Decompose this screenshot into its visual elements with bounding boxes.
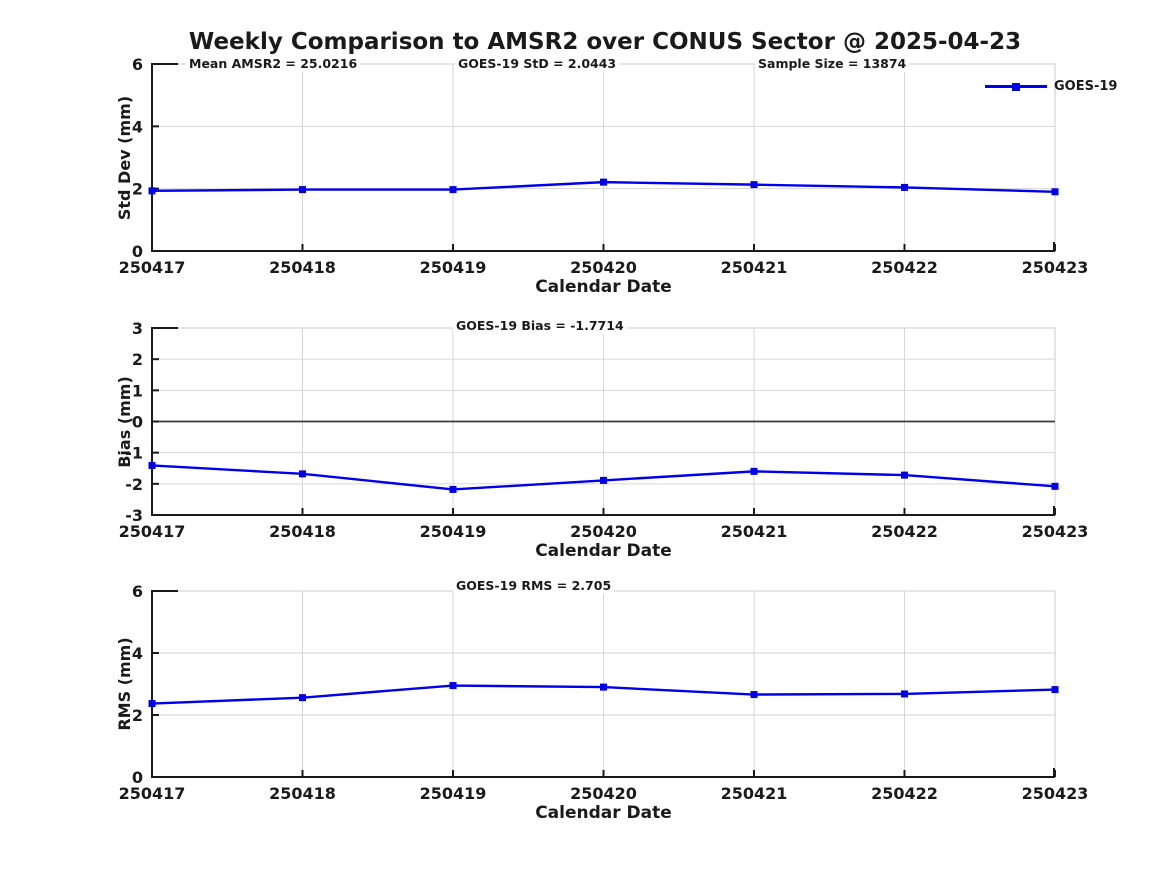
data-point-marker [299, 470, 306, 478]
data-point-marker [449, 186, 457, 194]
legend-line-sample [985, 82, 1047, 91]
y-tick-label: 0 [132, 242, 143, 261]
ylabel-bias: Bias (mm) [115, 376, 134, 468]
ylabel-std-dev: Std Dev (mm) [115, 95, 134, 221]
data-point-marker [148, 187, 156, 195]
x-tick-label: 250422 [871, 522, 938, 541]
x-tick-label: 250419 [420, 522, 487, 541]
x-tick-label: 250422 [871, 258, 938, 277]
x-tick-label: 250419 [420, 258, 487, 277]
data-point-marker [449, 485, 457, 493]
data-point-marker [148, 461, 156, 469]
y-tick-label: 2 [132, 706, 143, 725]
y-tick-label: 6 [132, 55, 143, 74]
y-tick-label: 0 [132, 413, 143, 432]
data-point-marker [449, 682, 457, 690]
y-tick-label: -3 [125, 506, 143, 525]
y-tick-label: 2 [132, 180, 143, 199]
x-tick-label: 250423 [1022, 784, 1089, 803]
x-tick-label: 250419 [420, 784, 487, 803]
data-point-marker [299, 186, 306, 194]
y-tick-label: 4 [132, 644, 143, 663]
x-tick-label: 250423 [1022, 522, 1089, 541]
data-point-marker [600, 683, 607, 691]
data-point-marker [1051, 188, 1059, 196]
y-tick-label: 2 [132, 350, 143, 369]
annotation-goes19-rms: GOES-19 RMS = 2.705 [453, 578, 615, 594]
legend-series-label: GOES-19 [1054, 79, 1118, 94]
y-tick-label: 1 [132, 381, 143, 400]
data-point-marker [299, 694, 306, 702]
data-point-marker [901, 471, 908, 479]
x-tick-label: 250421 [721, 258, 788, 277]
data-point-marker [750, 467, 758, 475]
data-point-marker [750, 181, 758, 189]
y-tick-label: -2 [125, 475, 143, 494]
legend-square-marker-icon [1012, 82, 1020, 91]
xlabel-panel1: Calendar Date [535, 277, 672, 297]
data-point-marker [600, 476, 607, 484]
y-tick-label: 0 [132, 768, 143, 787]
x-tick-label: 250418 [269, 522, 336, 541]
data-point-marker [600, 178, 607, 186]
x-tick-label: 250417 [119, 522, 186, 541]
legend: GOES-19 [985, 79, 1117, 94]
ylabel-rms: RMS (mm) [115, 637, 134, 731]
y-tick-label: 4 [132, 117, 143, 136]
x-tick-label: 250422 [871, 784, 938, 803]
annotation-mean-amsr2: Mean AMSR2 = 25.0216 [186, 56, 361, 72]
data-point-marker [1051, 482, 1059, 490]
data-point-marker [901, 183, 908, 191]
annotation-goes19-std: GOES-19 StD = 2.0443 [455, 56, 620, 72]
x-tick-label: 250420 [570, 522, 637, 541]
x-tick-label: 250418 [269, 784, 336, 803]
annotation-goes19-bias: GOES-19 Bias = -1.7714 [453, 318, 627, 334]
x-tick-label: 250417 [119, 784, 186, 803]
data-point-marker [901, 690, 908, 698]
x-tick-label: 250418 [269, 258, 336, 277]
x-tick-label: 250423 [1022, 258, 1089, 277]
y-tick-label: 3 [132, 319, 143, 338]
xlabel-panel2: Calendar Date [535, 541, 672, 561]
data-point-marker [1051, 686, 1059, 694]
y-tick-label: 6 [132, 582, 143, 601]
figure-title: Weekly Comparison to AMSR2 over CONUS Se… [188, 29, 1022, 55]
x-tick-label: 250417 [119, 258, 186, 277]
x-tick-label: 250420 [570, 258, 637, 277]
x-tick-label: 250420 [570, 784, 637, 803]
xlabel-panel3: Calendar Date [535, 803, 672, 823]
data-point-marker [750, 691, 758, 699]
x-tick-label: 250421 [721, 784, 788, 803]
annotation-sample-size: Sample Size = 13874 [755, 56, 910, 72]
y-tick-label: -1 [125, 444, 143, 463]
x-tick-label: 250421 [721, 522, 788, 541]
data-point-marker [148, 700, 156, 708]
